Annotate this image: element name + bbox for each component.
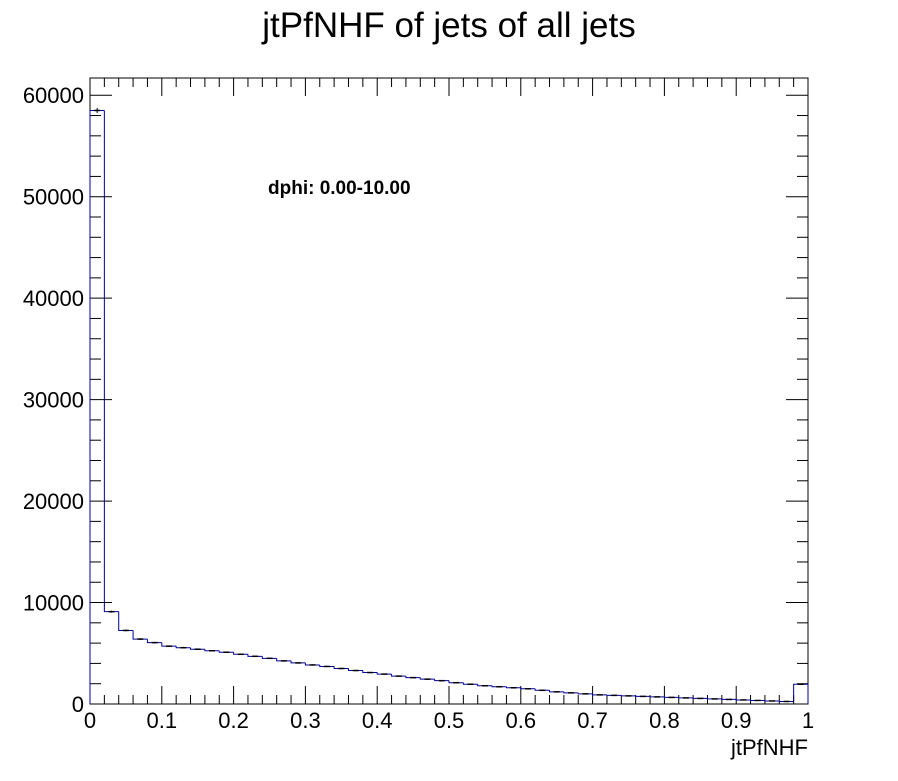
histogram-bin bbox=[103, 110, 119, 613]
bin-marker bbox=[424, 678, 431, 680]
x-axis-label: jtPfNHF bbox=[730, 735, 808, 760]
bin-marker bbox=[367, 671, 374, 674]
bin-marker bbox=[410, 676, 417, 679]
bin-marker bbox=[438, 679, 445, 682]
bin-marker bbox=[654, 696, 661, 698]
bin-marker bbox=[381, 673, 388, 675]
bin-marker bbox=[165, 645, 172, 647]
bin-marker bbox=[237, 653, 244, 656]
y-tick-label: 60000 bbox=[23, 83, 84, 108]
bin-marker bbox=[668, 696, 675, 699]
y-tick-label: 40000 bbox=[23, 286, 84, 311]
bin-marker bbox=[467, 683, 474, 685]
x-tick-label: 0.2 bbox=[218, 708, 249, 733]
axis-ticks bbox=[89, 78, 809, 705]
bin-marker bbox=[180, 646, 187, 649]
y-tick-label: 50000 bbox=[23, 185, 84, 210]
x-tick-label: 0.8 bbox=[649, 708, 680, 733]
bin-marker bbox=[596, 694, 603, 696]
y-tick-label: 20000 bbox=[23, 489, 84, 514]
bin-marker bbox=[209, 649, 216, 652]
bin-marker bbox=[582, 693, 589, 695]
chart-title: jtPfNHF of jets of all jets bbox=[261, 6, 635, 45]
bin-marker bbox=[194, 648, 201, 650]
bin-markers bbox=[94, 108, 804, 703]
bin-marker bbox=[122, 629, 129, 632]
y-tick-label: 10000 bbox=[23, 591, 84, 616]
bin-marker bbox=[611, 694, 618, 697]
y-tick-label: 0 bbox=[72, 692, 84, 717]
bin-marker bbox=[94, 108, 101, 113]
x-tick-label: 0 bbox=[84, 708, 96, 733]
bin-marker bbox=[309, 664, 316, 666]
histogram-bin bbox=[89, 109, 105, 704]
x-tick-label: 1 bbox=[802, 708, 814, 733]
bin-marker bbox=[266, 657, 273, 660]
bin-marker bbox=[481, 684, 488, 687]
bin-marker bbox=[524, 688, 531, 690]
bin-marker bbox=[453, 681, 460, 684]
bin-marker bbox=[625, 695, 632, 697]
bin-marker bbox=[252, 655, 259, 658]
bin-marker bbox=[223, 651, 230, 654]
bin-marker bbox=[539, 689, 546, 692]
histogram-bin bbox=[793, 683, 808, 702]
bin-marker bbox=[108, 610, 115, 613]
histogram-bins bbox=[89, 109, 809, 704]
histogram-bin bbox=[118, 611, 134, 631]
bin-marker bbox=[568, 692, 575, 694]
bin-marker bbox=[151, 641, 158, 644]
bin-marker bbox=[352, 669, 359, 672]
x-tick-label: 0.9 bbox=[721, 708, 752, 733]
x-tick-label: 0.5 bbox=[434, 708, 465, 733]
bin-marker bbox=[395, 675, 402, 677]
bin-marker bbox=[295, 662, 302, 664]
y-tick-labels: 0 10000 20000 30000 40000 50000 60000 bbox=[23, 83, 84, 717]
bin-marker bbox=[639, 695, 646, 698]
x-tick-label: 0.7 bbox=[577, 708, 608, 733]
plot-frame bbox=[89, 77, 809, 705]
bin-marker bbox=[338, 667, 345, 670]
y-tick-label: 30000 bbox=[23, 388, 84, 413]
x-tick-label: 0.4 bbox=[362, 708, 393, 733]
dphi-annotation: dphi: 0.00-10.00 bbox=[268, 178, 411, 199]
bin-marker bbox=[323, 665, 330, 668]
histogram-bin bbox=[132, 630, 148, 640]
bin-marker bbox=[496, 686, 503, 688]
bin-marker bbox=[797, 683, 804, 685]
x-tick-label: 0.3 bbox=[290, 708, 321, 733]
bin-marker bbox=[510, 687, 517, 689]
x-tick-label: 0.6 bbox=[506, 708, 537, 733]
x-tick-labels: 0 0.1 0.2 0.3 0.4 0.5 0.6 0.7 0.8 0.9 1 bbox=[84, 708, 814, 733]
x-tick-label: 0.1 bbox=[147, 708, 178, 733]
bin-marker bbox=[553, 691, 560, 693]
bin-marker bbox=[137, 638, 144, 640]
bin-marker bbox=[280, 660, 287, 662]
